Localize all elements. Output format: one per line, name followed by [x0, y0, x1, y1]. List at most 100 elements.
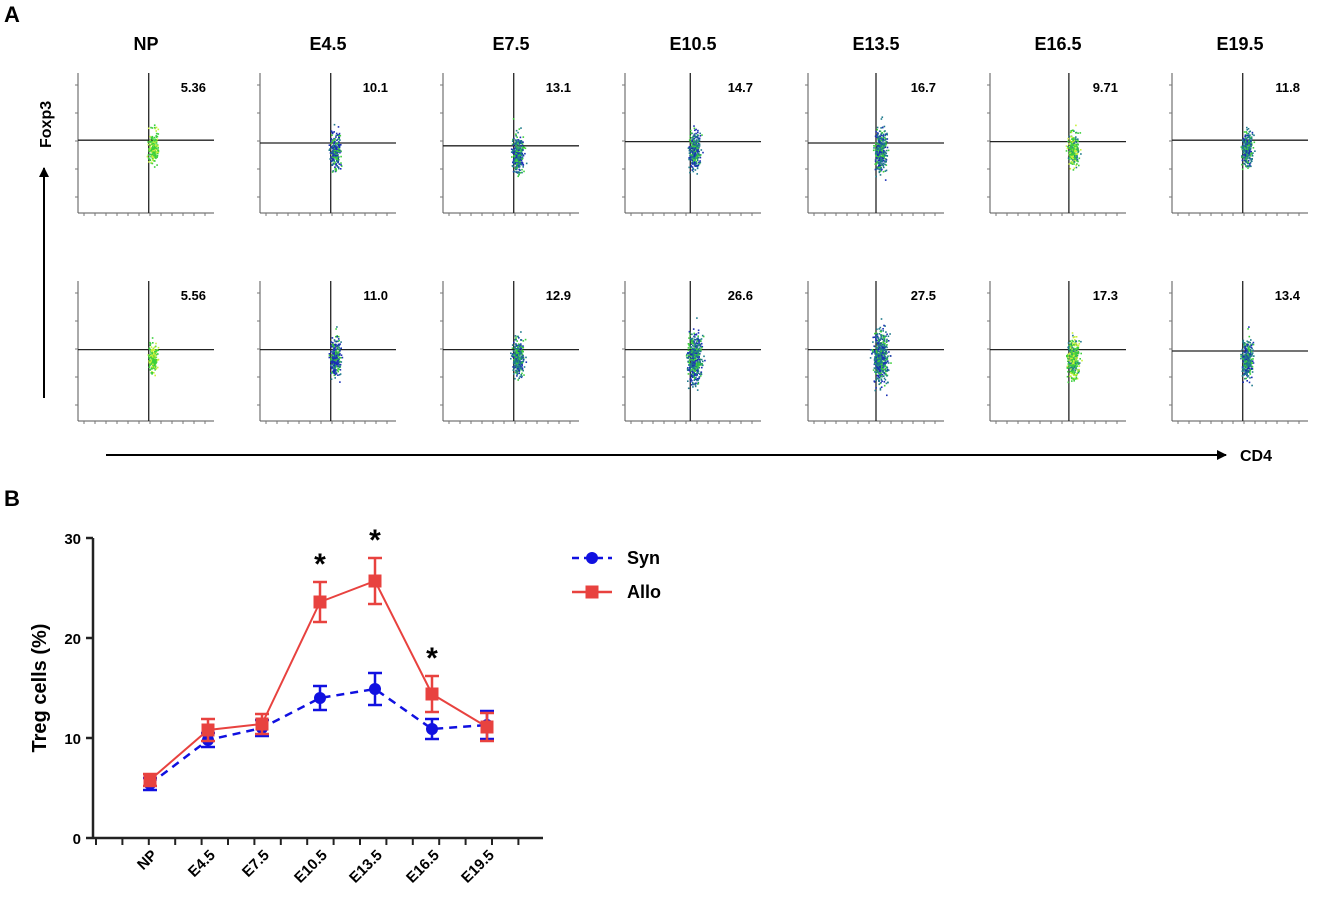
event-dot: [698, 340, 700, 342]
event-dot: [512, 158, 515, 161]
event-dot: [1069, 140, 1072, 143]
event-dot: [693, 145, 695, 147]
event-dot: [518, 377, 520, 380]
event-dot: [881, 143, 883, 146]
event-dot: [1245, 144, 1247, 147]
event-dot: [332, 145, 334, 147]
event-dot: [699, 373, 701, 375]
event-dot: [1067, 137, 1070, 140]
event-dot: [155, 141, 157, 144]
event-dot: [1072, 151, 1074, 153]
event-dot: [689, 151, 692, 154]
event-dot: [514, 166, 517, 168]
event-dot: [338, 344, 341, 346]
event-dot: [522, 357, 525, 360]
event-dot: [691, 337, 694, 340]
event-dot: [1242, 154, 1245, 156]
event-dot: [1073, 160, 1076, 163]
event-dot: [876, 168, 878, 170]
event-dot: [520, 376, 523, 379]
event-dot: [338, 146, 341, 148]
event-dot: [691, 166, 694, 168]
event-dot: [876, 363, 878, 366]
column-title: E10.5: [669, 34, 716, 54]
event-dot: [332, 359, 334, 361]
event-dot: [881, 148, 884, 151]
event-dot: [692, 357, 694, 360]
event-dot: [1073, 163, 1075, 165]
event-dot: [1241, 168, 1244, 171]
event-dot: [330, 357, 333, 359]
event-dot: [694, 374, 697, 376]
event-dot: [338, 132, 341, 135]
event-dot: [1247, 159, 1250, 162]
event-dot: [1075, 136, 1077, 138]
event-dot: [1071, 344, 1073, 347]
event-dot: [879, 368, 881, 371]
event-dot: [694, 152, 696, 155]
event-dot: [518, 149, 520, 152]
event-dot: [153, 372, 155, 374]
event-dot: [517, 154, 520, 157]
event-dot: [1073, 354, 1075, 357]
event-dot: [1072, 348, 1075, 351]
event-dot: [1069, 139, 1072, 142]
event-dot: [514, 347, 517, 350]
event-dot: [1243, 342, 1246, 344]
event-dot: [335, 361, 338, 363]
event-dot: [151, 157, 154, 160]
event-dot: [694, 370, 696, 372]
event-dot: [516, 153, 519, 156]
event-dot: [878, 374, 881, 376]
event-dot: [513, 159, 516, 162]
event-dot: [1076, 347, 1078, 350]
event-dot: [522, 340, 525, 342]
event-dot: [338, 368, 341, 371]
event-dot: [329, 152, 332, 154]
event-dot: [1080, 153, 1082, 155]
event-dot: [1075, 153, 1077, 156]
event-dot: [1074, 138, 1077, 140]
event-dot: [880, 150, 883, 152]
event-dot: [879, 344, 882, 346]
event-dot: [149, 359, 151, 362]
event-dot: [694, 358, 697, 360]
event-dot: [1072, 367, 1074, 370]
dot-plot: 10.1: [257, 73, 396, 216]
event-dot: [694, 162, 696, 164]
event-dot: [1069, 340, 1072, 342]
event-dot: [1073, 147, 1075, 149]
event-dot: [333, 137, 335, 140]
event-dot: [148, 149, 151, 151]
event-dot: [695, 382, 697, 384]
event-dot: [337, 149, 339, 151]
event-dot: [1242, 342, 1245, 344]
event-dot: [692, 139, 695, 142]
event-dot: [1243, 374, 1246, 376]
event-dot: [1246, 354, 1249, 357]
event-dot: [700, 149, 703, 151]
event-dot: [513, 358, 515, 361]
event-dot: [1074, 348, 1077, 351]
event-dot: [881, 132, 883, 134]
event-dot: [1072, 374, 1075, 376]
event-dot: [330, 364, 332, 366]
event-dot: [1067, 140, 1069, 143]
event-dot: [686, 369, 689, 371]
event-dot: [697, 159, 699, 161]
event-dot: [156, 135, 159, 138]
event-dot: [875, 332, 878, 334]
event-dot: [153, 362, 156, 364]
event-dot: [1243, 372, 1246, 375]
event-dot: [333, 159, 335, 161]
event-dot: [520, 373, 522, 376]
event-dot: [520, 127, 522, 129]
event-dot: [520, 149, 523, 151]
event-dot: [884, 348, 886, 351]
quadrant-value: 5.36: [181, 80, 206, 95]
event-dot: [876, 370, 879, 372]
event-dot: [1251, 376, 1253, 379]
event-dot: [333, 152, 336, 154]
event-dot: [152, 367, 155, 369]
event-dot: [511, 140, 514, 142]
